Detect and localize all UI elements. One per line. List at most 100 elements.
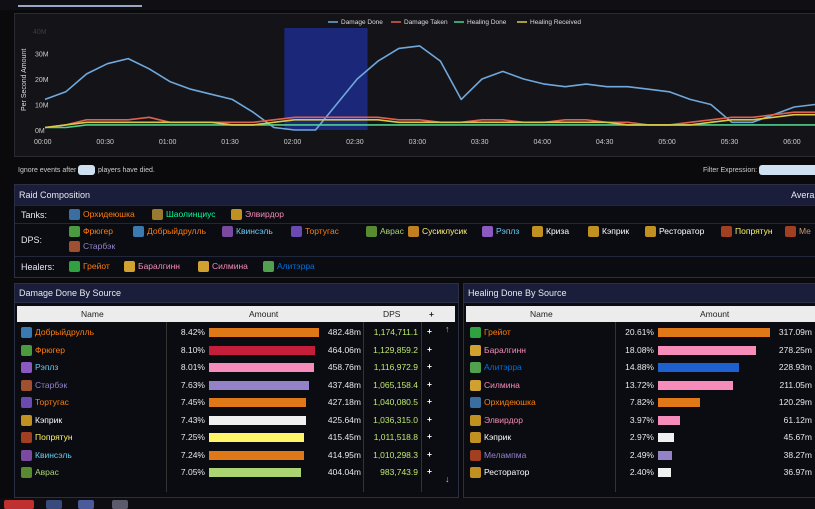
table-row[interactable]: Аврас 7.05% 404.04m 983,743.9 + xyxy=(17,464,441,481)
player-name[interactable]: Аврас xyxy=(35,467,59,477)
table-row[interactable]: Фрюгер 8.10% 464.06m 1,129,859.2 + xyxy=(17,342,441,359)
active-tab-indicator[interactable] xyxy=(18,5,142,7)
expand-row-button[interactable]: + xyxy=(427,361,432,371)
player-name[interactable]: Добрыйдрулль xyxy=(147,226,207,236)
expand-row-button[interactable]: + xyxy=(427,448,432,459)
player-name[interactable]: Алитэрра xyxy=(277,261,315,271)
table-row[interactable]: Попрятун 7.25% 415.45m 1,011,518.8 + xyxy=(17,429,441,446)
raid-member[interactable]: Элвирдор xyxy=(231,209,284,221)
scroll-down-icon[interactable]: ↓ xyxy=(445,474,450,484)
legend-label[interactable]: Healing Received xyxy=(530,19,581,26)
expand-row-button[interactable]: + xyxy=(427,466,432,476)
legend-label[interactable]: Healing Done xyxy=(467,19,507,26)
player-name[interactable]: Кэприк xyxy=(35,414,63,425)
player-name[interactable]: Фрюгер xyxy=(83,226,113,236)
player-name[interactable]: Кэприк xyxy=(602,226,630,236)
player-name[interactable]: Добрыйдрулль xyxy=(35,327,95,337)
legend-label[interactable]: Damage Taken xyxy=(404,19,448,26)
damage-scrollbar[interactable]: ↑ ↓ xyxy=(443,324,453,492)
player-name[interactable]: Старбэк xyxy=(83,241,116,251)
player-name[interactable]: Тортугас xyxy=(305,226,339,236)
table-row[interactable]: Мелампма 2.49% 38.27m xyxy=(466,447,815,464)
raid-member[interactable]: Кэприк xyxy=(588,226,630,238)
scroll-up-icon[interactable]: ↑ xyxy=(445,324,450,334)
player-name[interactable]: Аврас xyxy=(380,226,404,236)
player-name[interactable]: Ресторатор xyxy=(659,226,705,236)
player-name[interactable]: Рэплз xyxy=(35,362,59,372)
ignore-deaths-input[interactable] xyxy=(78,165,95,175)
raid-member[interactable]: Аврас xyxy=(366,226,404,238)
series-line-damage-done[interactable] xyxy=(44,45,815,131)
taskbar-app-icon[interactable] xyxy=(112,500,128,509)
player-name[interactable]: Криза xyxy=(546,226,570,236)
raid-member[interactable]: Ресторатор xyxy=(645,226,705,238)
raid-member[interactable]: Добрыйдрулль xyxy=(133,226,207,238)
series-line-healing-done[interactable] xyxy=(45,124,815,129)
table-row[interactable]: Ресторатор 2.40% 36.97m xyxy=(466,464,815,481)
player-name[interactable]: Попрятун xyxy=(735,226,773,236)
raid-member[interactable]: Криза xyxy=(532,226,570,238)
col-add[interactable]: + xyxy=(429,309,434,319)
raid-member[interactable]: Попрятун xyxy=(721,226,773,238)
table-row[interactable]: Орхидеюшка 7.82% 120.29m xyxy=(466,394,815,411)
player-name[interactable]: Баралгинн xyxy=(138,261,180,271)
table-row[interactable]: Элвирдор 3.97% 61.12m xyxy=(466,412,815,429)
raid-member[interactable]: Фрюгер xyxy=(69,226,113,238)
player-name[interactable]: Ресторатор xyxy=(484,467,530,477)
player-name[interactable]: Фрюгер xyxy=(35,344,65,355)
col-amount[interactable]: Amount xyxy=(700,309,730,319)
player-name[interactable]: Квинсэль xyxy=(236,226,273,236)
table-row[interactable]: Кэприк 2.97% 45.67m xyxy=(466,429,815,446)
player-name[interactable]: Алитэрра xyxy=(484,362,522,372)
player-name[interactable]: Рэплз xyxy=(496,226,520,236)
player-name[interactable]: Ме xyxy=(799,226,811,236)
raid-member[interactable]: Грейот xyxy=(69,261,110,273)
series-line-healing-received[interactable] xyxy=(44,113,815,129)
player-name[interactable]: Квинсэль xyxy=(35,449,72,460)
taskbar-app-icon[interactable] xyxy=(4,500,34,509)
filter-expression-input[interactable] xyxy=(759,165,815,175)
raid-member[interactable]: Орхидеюшка xyxy=(69,209,135,221)
player-name[interactable]: Тортугас xyxy=(35,397,69,407)
raid-member[interactable]: Алитэрра xyxy=(263,261,315,273)
table-row[interactable]: Алитэрра 14.88% 228.93m xyxy=(466,359,815,376)
player-name[interactable]: Старбэк xyxy=(35,379,68,390)
expand-row-button[interactable]: + xyxy=(427,413,432,424)
table-row[interactable]: Силмина 13.72% 211.05m xyxy=(466,377,815,394)
taskbar-app-icon[interactable] xyxy=(46,500,62,509)
player-name[interactable]: Шаолинциус xyxy=(166,209,216,219)
raid-member[interactable]: Квинсэль xyxy=(222,226,273,238)
col-name[interactable]: Name xyxy=(530,309,553,319)
player-name[interactable]: Баралгинн xyxy=(484,344,526,355)
raid-member[interactable]: Баралгинн xyxy=(124,261,180,273)
raid-member[interactable]: Рэплз xyxy=(482,226,520,238)
player-name[interactable]: Грейот xyxy=(484,327,511,337)
player-name[interactable]: Кэприк xyxy=(484,432,512,442)
expand-row-button[interactable]: + xyxy=(427,343,432,354)
raid-member[interactable]: Старбэк xyxy=(69,241,116,253)
player-name[interactable]: Мелампма xyxy=(484,449,527,460)
raid-member[interactable]: Тортугас xyxy=(291,226,339,238)
legend-label[interactable]: Damage Done xyxy=(341,19,383,26)
player-name[interactable]: Элвирдор xyxy=(484,414,523,425)
expand-row-button[interactable]: + xyxy=(427,431,432,441)
table-row[interactable]: Старбэк 7.63% 437.48m 1,065,158.4 + xyxy=(17,377,441,394)
table-row[interactable]: Добрыйдрулль 8.42% 482.48m 1,174,711.1 + xyxy=(17,324,441,341)
expand-row-button[interactable]: + xyxy=(427,378,432,389)
player-name[interactable]: Орхидеюшка xyxy=(484,397,536,407)
player-name[interactable]: Элвирдор xyxy=(245,209,284,219)
player-name[interactable]: Сусиклусик xyxy=(422,226,467,236)
player-name[interactable]: Орхидеюшка xyxy=(83,209,135,219)
table-row[interactable]: Тортугас 7.45% 427.18m 1,040,080.5 + xyxy=(17,394,441,411)
raid-member[interactable]: Ме xyxy=(785,226,811,238)
player-name[interactable]: Попрятун xyxy=(35,432,73,442)
selected-time-range[interactable] xyxy=(284,28,368,130)
table-row[interactable]: Квинсэль 7.24% 414.95m 1,010,298.3 + xyxy=(17,447,441,464)
player-name[interactable]: Грейот xyxy=(83,261,110,271)
table-row[interactable]: Баралгинн 18.08% 278.25m xyxy=(466,342,815,359)
raid-member[interactable]: Силмина xyxy=(198,261,248,273)
col-amount[interactable]: Amount xyxy=(249,309,279,319)
taskbar-app-icon[interactable] xyxy=(78,500,94,509)
expand-row-button[interactable]: + xyxy=(427,326,432,336)
table-row[interactable]: Грейот 20.61% 317.09m xyxy=(466,324,815,341)
